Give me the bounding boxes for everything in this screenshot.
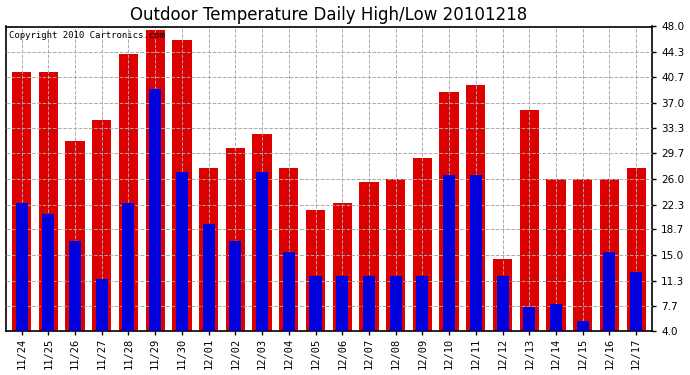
Bar [493, 258, 512, 359]
Bar [122, 203, 135, 359]
Bar [203, 224, 215, 359]
Bar [66, 141, 85, 359]
Bar [550, 303, 562, 359]
Bar [39, 72, 58, 359]
Bar [16, 203, 28, 359]
Bar [523, 307, 535, 359]
Bar [119, 54, 138, 359]
Bar [466, 86, 486, 359]
Bar [520, 110, 539, 359]
Bar [96, 279, 108, 359]
Bar [310, 276, 322, 359]
Bar [42, 213, 55, 359]
Bar [336, 276, 348, 359]
Bar [146, 30, 165, 359]
Bar [283, 252, 295, 359]
Bar [12, 72, 31, 359]
Bar [279, 168, 298, 359]
Bar [386, 179, 405, 359]
Bar [176, 172, 188, 359]
Bar [199, 168, 218, 359]
Bar [440, 92, 459, 359]
Bar [577, 321, 589, 359]
Bar [253, 134, 272, 359]
Bar [600, 179, 619, 359]
Bar [603, 252, 615, 359]
Title: Outdoor Temperature Daily High/Low 20101218: Outdoor Temperature Daily High/Low 20101… [130, 6, 527, 24]
Bar [413, 158, 432, 359]
Bar [69, 241, 81, 359]
Bar [573, 179, 592, 359]
Bar [306, 210, 325, 359]
Bar [390, 276, 402, 359]
Bar [630, 272, 642, 359]
Bar [172, 40, 192, 359]
Bar [229, 241, 242, 359]
Bar [333, 203, 352, 359]
Bar [443, 176, 455, 359]
Bar [256, 172, 268, 359]
Bar [546, 179, 566, 359]
Bar [416, 276, 428, 359]
Bar [149, 89, 161, 359]
Bar [497, 276, 509, 359]
Bar [627, 168, 646, 359]
Bar [92, 120, 111, 359]
Text: Copyright 2010 Cartronics.com: Copyright 2010 Cartronics.com [9, 31, 165, 40]
Bar [363, 276, 375, 359]
Bar [359, 182, 379, 359]
Bar [226, 148, 245, 359]
Bar [470, 176, 482, 359]
